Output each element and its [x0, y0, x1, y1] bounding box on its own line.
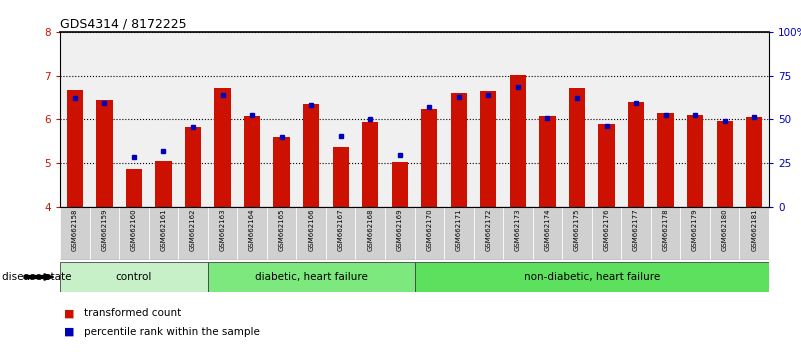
Text: GSM662163: GSM662163: [219, 209, 226, 251]
Bar: [539, 116, 556, 207]
Bar: [473, 207, 503, 260]
Bar: [332, 147, 348, 207]
Text: non-diabetic, heart failure: non-diabetic, heart failure: [524, 272, 660, 282]
Text: GSM662181: GSM662181: [751, 209, 757, 251]
Bar: [533, 207, 562, 260]
Bar: [628, 102, 644, 207]
Bar: [244, 116, 260, 207]
Bar: [415, 207, 444, 260]
Bar: [687, 115, 703, 207]
Bar: [215, 88, 231, 207]
Text: control: control: [115, 272, 152, 282]
Bar: [60, 262, 207, 292]
Text: GSM662175: GSM662175: [574, 209, 580, 251]
Text: GSM662172: GSM662172: [485, 209, 491, 251]
Bar: [326, 207, 356, 260]
Text: GSM662176: GSM662176: [603, 209, 610, 251]
Bar: [273, 137, 290, 207]
Bar: [149, 207, 178, 260]
Bar: [622, 207, 650, 260]
Bar: [60, 207, 90, 260]
Bar: [658, 113, 674, 207]
Bar: [119, 207, 149, 260]
Text: GSM662168: GSM662168: [367, 209, 373, 251]
Bar: [509, 75, 526, 207]
Bar: [481, 91, 497, 207]
Text: GSM662160: GSM662160: [131, 209, 137, 251]
Text: ■: ■: [64, 327, 74, 337]
Bar: [421, 109, 437, 207]
Text: diabetic, heart failure: diabetic, heart failure: [255, 272, 368, 282]
Bar: [267, 207, 296, 260]
Text: GSM662180: GSM662180: [722, 209, 727, 251]
Text: GDS4314 / 8172225: GDS4314 / 8172225: [60, 18, 187, 31]
Bar: [451, 93, 467, 207]
Text: GSM662171: GSM662171: [456, 209, 462, 251]
Text: GSM662166: GSM662166: [308, 209, 314, 251]
Bar: [717, 121, 733, 207]
Bar: [66, 90, 83, 207]
Bar: [562, 207, 592, 260]
Bar: [178, 207, 207, 260]
Bar: [96, 100, 112, 207]
Text: percentile rank within the sample: percentile rank within the sample: [84, 327, 260, 337]
Bar: [185, 127, 201, 207]
Bar: [592, 207, 622, 260]
Bar: [650, 207, 680, 260]
Bar: [710, 207, 739, 260]
Text: GSM662173: GSM662173: [515, 209, 521, 251]
Text: GSM662177: GSM662177: [633, 209, 639, 251]
Bar: [503, 207, 533, 260]
Text: transformed count: transformed count: [84, 308, 181, 318]
Bar: [746, 117, 763, 207]
Text: GSM662178: GSM662178: [662, 209, 669, 251]
Bar: [303, 104, 320, 207]
Bar: [392, 162, 408, 207]
Bar: [207, 262, 415, 292]
Text: GSM662158: GSM662158: [72, 209, 78, 251]
Bar: [739, 207, 769, 260]
Bar: [237, 207, 267, 260]
Text: GSM662161: GSM662161: [160, 209, 167, 251]
Bar: [296, 207, 326, 260]
Bar: [569, 88, 585, 207]
Text: GSM662159: GSM662159: [102, 209, 107, 251]
Bar: [90, 207, 119, 260]
Text: GSM662179: GSM662179: [692, 209, 698, 251]
Bar: [356, 207, 385, 260]
Text: disease state: disease state: [2, 272, 71, 282]
Text: GSM662174: GSM662174: [545, 209, 550, 251]
Text: GSM662164: GSM662164: [249, 209, 255, 251]
Bar: [444, 207, 473, 260]
Bar: [155, 161, 171, 207]
Text: GSM662162: GSM662162: [190, 209, 196, 251]
Text: GSM662165: GSM662165: [279, 209, 284, 251]
Bar: [362, 122, 378, 207]
Bar: [415, 262, 769, 292]
Bar: [126, 169, 142, 207]
Text: ■: ■: [64, 308, 74, 318]
Bar: [598, 124, 614, 207]
Bar: [207, 207, 237, 260]
Text: GSM662169: GSM662169: [396, 209, 403, 251]
Bar: [385, 207, 415, 260]
Text: GSM662170: GSM662170: [426, 209, 433, 251]
Text: GSM662167: GSM662167: [338, 209, 344, 251]
Bar: [680, 207, 710, 260]
